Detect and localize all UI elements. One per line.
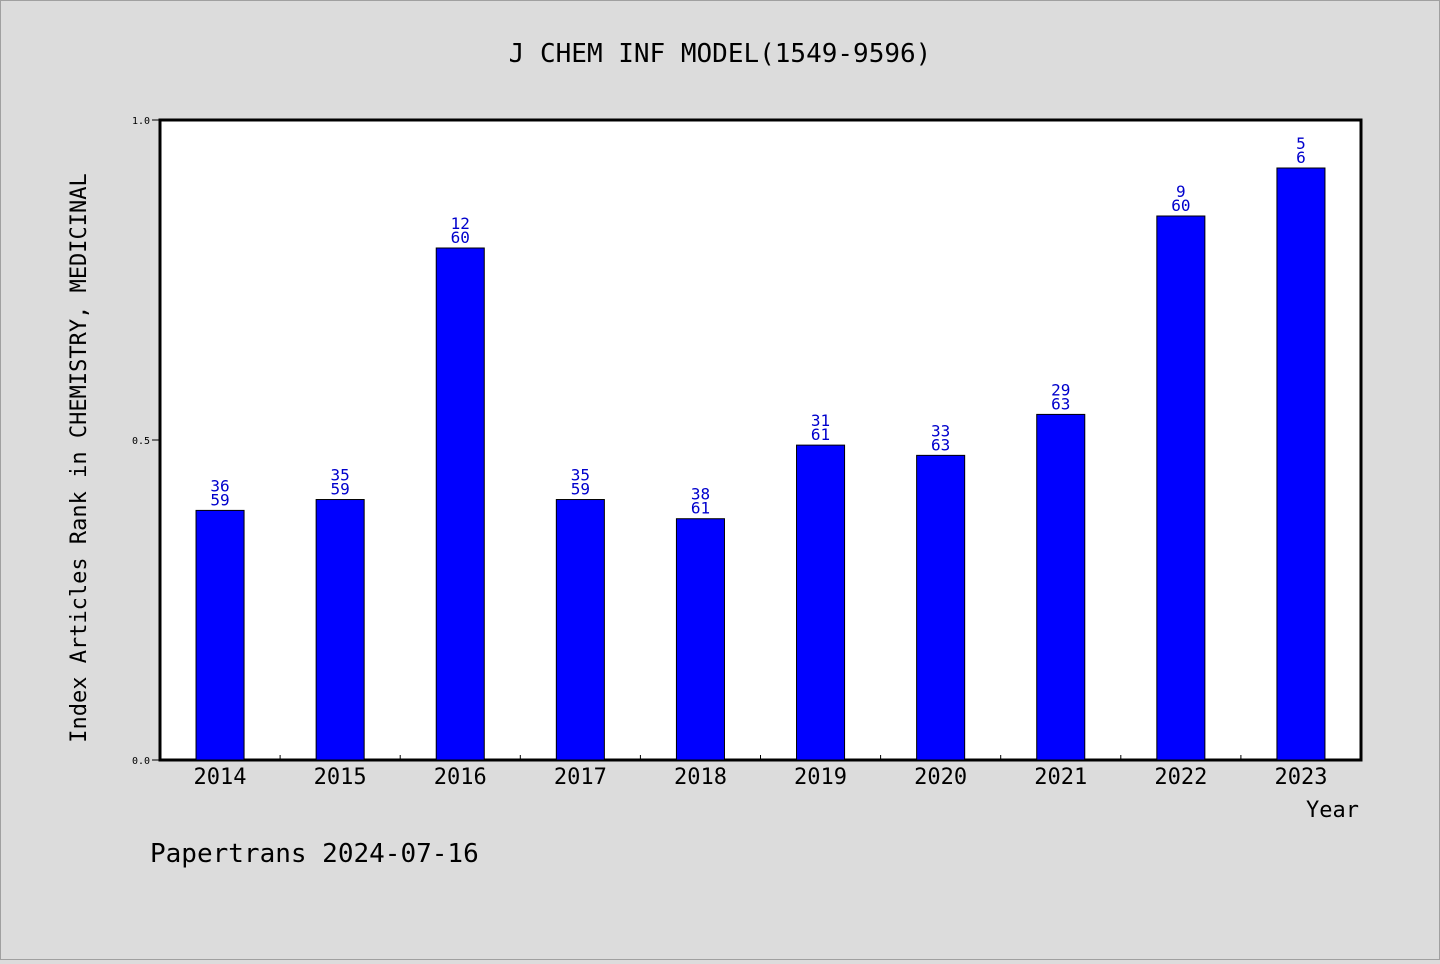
x-tick-label: 2015	[314, 765, 367, 790]
bar	[916, 454, 966, 761]
bar-label-total: 61	[811, 425, 830, 444]
x-tick-label: 2019	[794, 765, 847, 790]
bar-label-total: 59	[331, 480, 350, 499]
bar	[555, 499, 605, 761]
bar-label-total: 59	[210, 490, 229, 509]
bar-label-rank: 35	[331, 466, 350, 485]
y-axis: 0.0 0.5 1.0	[132, 116, 160, 767]
x-tick-label: 2022	[1154, 765, 1207, 790]
bar-label-rank: 9	[1176, 182, 1186, 201]
x-axis-label: Year	[1306, 798, 1359, 823]
bar-label-rank: 36	[210, 476, 229, 495]
bar-label-total: 60	[451, 228, 470, 247]
bar-label-total: 61	[691, 499, 710, 518]
x-tick-label: 2016	[434, 765, 487, 790]
x-tick-label: 2021	[1034, 765, 1087, 790]
y-tick-label: 0.5	[132, 436, 150, 447]
bar-label-rank: 29	[1051, 380, 1070, 399]
x-tick-label: 2017	[554, 765, 607, 790]
bar-label-total: 63	[931, 435, 950, 454]
bar-label-rank: 38	[691, 485, 710, 504]
x-tick-label: 2014	[194, 765, 247, 790]
footer-credit: Papertrans 2024-07-16	[150, 839, 479, 869]
x-tick-label: 2020	[914, 765, 967, 790]
bar	[1036, 413, 1086, 761]
bar-label-rank: 33	[931, 421, 950, 440]
bar-label-rank: 5	[1296, 134, 1306, 153]
bar-label-total: 63	[1051, 394, 1070, 413]
x-tick-label: 2023	[1274, 765, 1327, 790]
chart-title: J CHEM INF MODEL(1549-9596)	[509, 39, 932, 69]
bar	[675, 518, 725, 761]
bar-label-rank: 12	[451, 214, 470, 233]
bar-label-rank: 35	[571, 466, 590, 485]
bar-label-total: 60	[1171, 196, 1190, 215]
y-tick-label: 0.0	[132, 756, 150, 767]
bar-label-total: 59	[571, 480, 590, 499]
bar	[1276, 167, 1326, 761]
bar-label-total: 6	[1296, 148, 1306, 167]
bars	[195, 167, 1326, 761]
y-axis-label: Index Articles Rank in CHEMISTRY, MEDICI…	[67, 173, 92, 743]
bar	[1156, 215, 1206, 761]
bar	[435, 247, 485, 761]
y-tick-label: 1.0	[132, 116, 150, 127]
x-axis: 2014 2015 2016 2017 2018 2019 2020 2021 2022 2023	[194, 755, 1327, 790]
bar	[195, 509, 245, 761]
x-tick-label: 2018	[674, 765, 727, 790]
bar	[796, 444, 846, 761]
bar	[315, 499, 365, 761]
bar-label-rank: 31	[811, 411, 830, 430]
